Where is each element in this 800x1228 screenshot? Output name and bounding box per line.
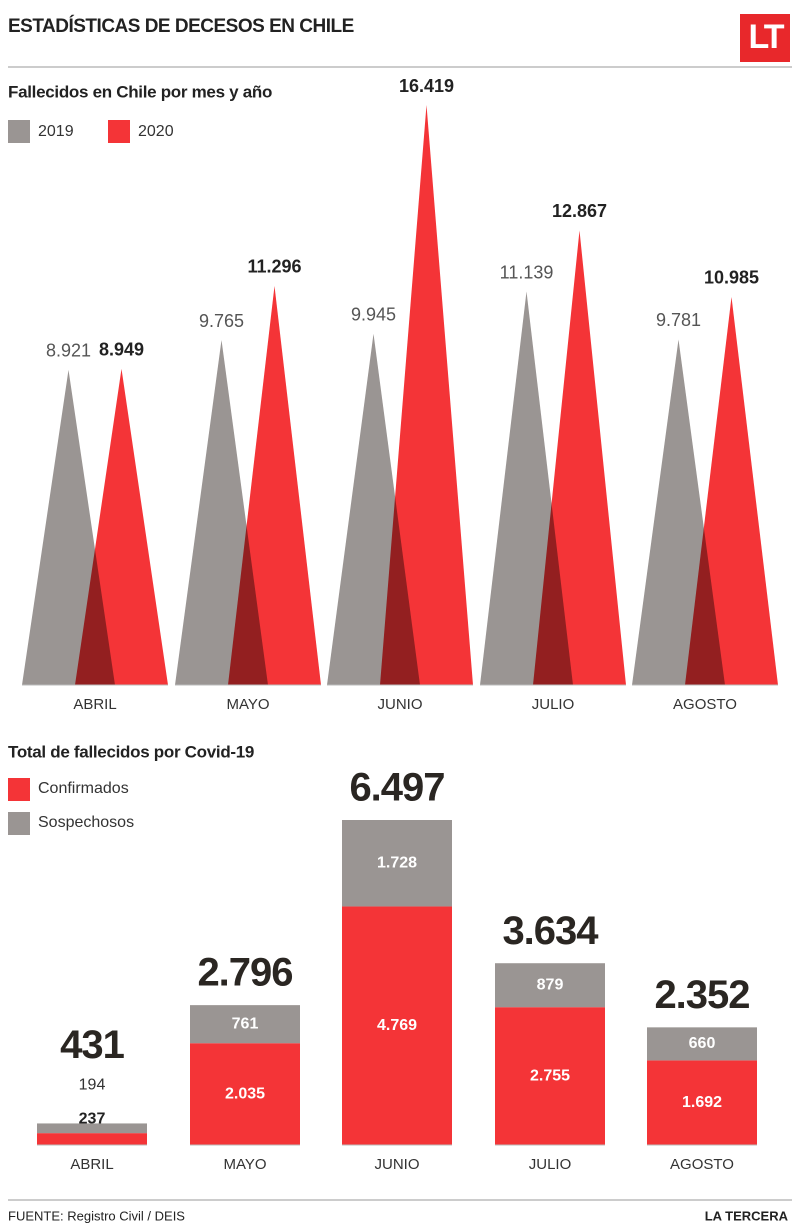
total-label: 431 bbox=[60, 1023, 124, 1067]
bar-segment bbox=[342, 906, 452, 1145]
value-label: 2.755 bbox=[530, 1067, 570, 1084]
x-tick-label: MAYO bbox=[226, 696, 269, 713]
value-label: 9.781 bbox=[656, 310, 701, 330]
total-label: 6.497 bbox=[349, 766, 444, 810]
bar-segment bbox=[37, 1133, 147, 1145]
chart-title: Fallecidos en Chile por mes y año bbox=[8, 82, 272, 101]
value-label: 9.945 bbox=[351, 304, 396, 324]
logo: LT bbox=[748, 18, 784, 56]
bar-segment bbox=[37, 1123, 147, 1134]
value-label: 10.985 bbox=[704, 268, 759, 288]
bar-segment bbox=[190, 1005, 300, 1044]
triangle-bar bbox=[228, 285, 321, 685]
value-label: 194 bbox=[79, 1077, 106, 1094]
legend-label: 2020 bbox=[138, 123, 174, 140]
value-label: 879 bbox=[537, 976, 564, 993]
bar-segment bbox=[647, 1027, 757, 1061]
x-tick-label: AGOSTO bbox=[673, 696, 737, 713]
legend-swatch bbox=[8, 120, 30, 143]
legend-label: Sospechosos bbox=[38, 814, 134, 831]
header-title: ESTADÍSTICAS DE DECESOS EN CHILE bbox=[8, 15, 354, 37]
value-label: 1.728 bbox=[377, 854, 417, 871]
bar-segment bbox=[190, 1043, 300, 1145]
total-label: 2.352 bbox=[654, 973, 749, 1017]
value-label: 237 bbox=[79, 1110, 106, 1127]
chart-title: Total de fallecidos por Covid-19 bbox=[8, 742, 254, 761]
triangle-bar bbox=[380, 105, 473, 685]
value-label: 8.921 bbox=[46, 341, 91, 361]
legend-swatch bbox=[8, 778, 30, 801]
value-label: 11.296 bbox=[247, 257, 301, 277]
total-label: 3.634 bbox=[502, 909, 599, 953]
triangle-bar bbox=[685, 296, 778, 685]
bar-segment bbox=[342, 820, 452, 907]
x-tick-label: ABRIL bbox=[70, 1156, 113, 1173]
x-tick-label: MAYO bbox=[223, 1156, 266, 1173]
total-label: 2.796 bbox=[197, 951, 292, 995]
value-label: 9.765 bbox=[199, 311, 244, 331]
bar-segment bbox=[647, 1060, 757, 1145]
legend-label: 2019 bbox=[38, 123, 74, 140]
legend-swatch bbox=[108, 120, 130, 143]
x-tick-label: JULIO bbox=[532, 696, 575, 713]
triangle-bar bbox=[533, 230, 626, 685]
brand: LA TERCERA bbox=[705, 1208, 789, 1223]
value-label: 8.949 bbox=[99, 340, 144, 360]
value-label: 11.139 bbox=[500, 262, 554, 282]
legend-swatch bbox=[8, 812, 30, 835]
legend-label: Confirmados bbox=[38, 780, 129, 797]
value-label: 16.419 bbox=[399, 76, 454, 96]
x-tick-label: AGOSTO bbox=[670, 1156, 734, 1173]
value-label: 660 bbox=[689, 1035, 716, 1052]
x-tick-label: JUNIO bbox=[378, 696, 423, 713]
source: FUENTE: Registro Civil / DEIS bbox=[8, 1208, 185, 1223]
logo-box bbox=[740, 14, 790, 62]
value-label: 2.035 bbox=[225, 1085, 265, 1102]
x-tick-label: JUNIO bbox=[375, 1156, 420, 1173]
triangle-bar bbox=[75, 368, 168, 685]
value-label: 12.867 bbox=[552, 201, 607, 221]
x-tick-label: JULIO bbox=[529, 1156, 572, 1173]
value-label: 1.692 bbox=[682, 1094, 722, 1111]
bar-segment bbox=[495, 1007, 605, 1145]
value-label: 4.769 bbox=[377, 1017, 417, 1034]
bar-segment bbox=[495, 963, 605, 1008]
value-label: 761 bbox=[232, 1015, 259, 1032]
x-tick-label: ABRIL bbox=[73, 696, 116, 713]
